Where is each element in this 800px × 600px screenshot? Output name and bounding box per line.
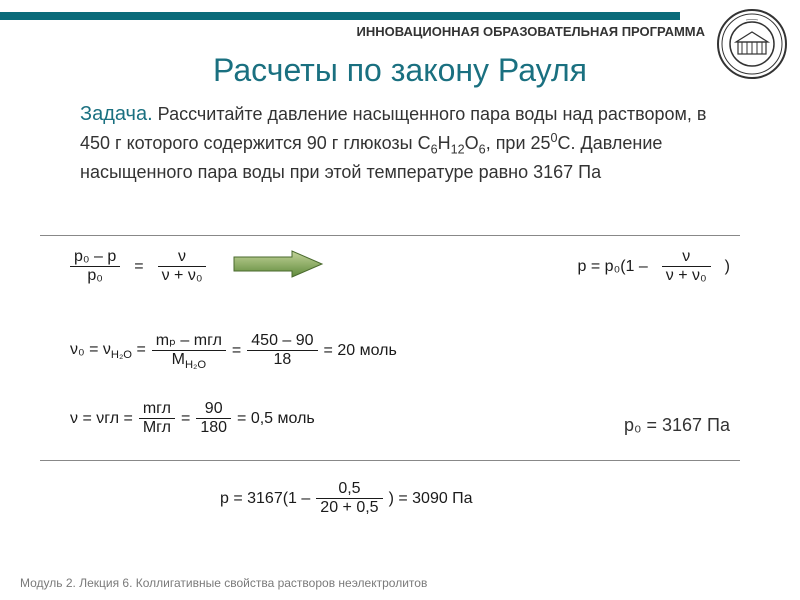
formula-nu-calculation: ν = νгл = mгл Mгл = 90 180 = 0,5 моль [70, 400, 315, 437]
header-band [0, 12, 680, 20]
problem-statement: Задача. Рассчитайте давление насыщенного… [80, 100, 720, 185]
fraction: ν ν + ν₀ [158, 248, 207, 285]
fraction: mгл Mгл [139, 400, 175, 437]
fraction: 450 – 90 18 [247, 332, 317, 369]
program-label: ИННОВАЦИОННАЯ ОБРАЗОВАТЕЛЬНАЯ ПРОГРАММА [357, 24, 705, 39]
fraction: ν ν + ν₀ [662, 248, 711, 285]
fraction: 90 180 [196, 400, 231, 437]
problem-lead: Задача. [80, 103, 153, 125]
footer-text: Модуль 2. Лекция 6. Коллигативные свойст… [20, 576, 427, 590]
divider-line [40, 235, 740, 236]
formula-raoult-derivation: p₀ – p p₀ = ν ν + ν₀ p = p₀(1 – ν ν + ν₀… [70, 248, 730, 285]
formula-nu0-calculation: ν₀ = νH₂O = mₚ – mгл MH₂O = 450 – 90 18 … [70, 330, 397, 371]
formula-final-answer: p = 3167(1 – 0,5 20 + 0,5 ) = 3090 Па [220, 480, 473, 517]
fraction: p₀ – p p₀ [70, 248, 120, 285]
p0-value: p₀ = 3167 Па [624, 415, 730, 436]
arrow-icon [232, 249, 324, 284]
slide-title: Расчеты по закону Рауля [0, 52, 800, 89]
divider-line [40, 460, 740, 461]
fraction: mₚ – mгл MH₂O [152, 330, 226, 371]
fraction: 0,5 20 + 0,5 [316, 480, 382, 517]
